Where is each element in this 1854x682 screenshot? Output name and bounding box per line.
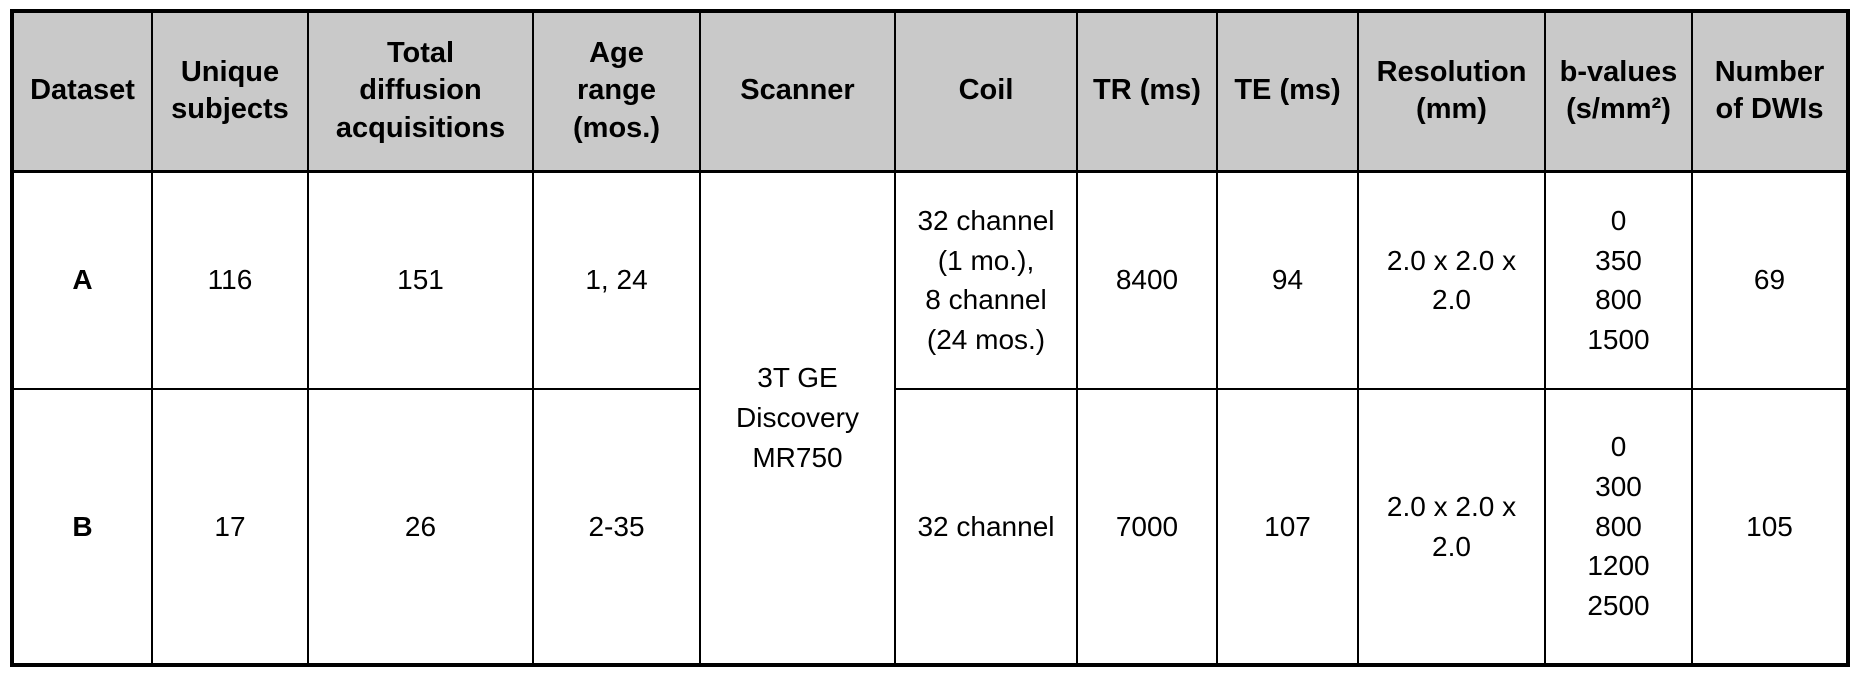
header-coil: Coil [894,10,1078,173]
cell-b-age-range: 2-35 [532,388,701,666]
dataset-parameters-table: Dataset Unique subjects Total diffusion … [10,9,1850,667]
cell-a-total-diffusion-acquisitions: 151 [307,170,534,390]
header-scanner: Scanner [699,10,896,173]
cell-b-te-ms: 107 [1216,388,1359,666]
table-row-dataset-b: B 17 26 2-35 32 channel 7000 107 2.0 x 2… [11,388,1849,666]
cell-b-tr-ms: 7000 [1076,388,1218,666]
cell-a-unique-subjects: 116 [151,170,309,390]
header-total-diffusion-acquisitions: Total diffusion acquisitions [307,10,534,173]
table-row-dataset-a: A 116 151 1, 24 3T GE Discovery MR750 32… [11,170,1849,666]
cell-a-te-ms: 94 [1216,170,1359,390]
cell-shared-scanner: 3T GE Discovery MR750 [699,170,896,666]
header-b-values: b-values (s/mm²) [1544,10,1693,173]
cell-b-resolution-mm: 2.0 x 2.0 x 2.0 [1357,388,1546,666]
cell-a-tr-ms: 8400 [1076,170,1218,390]
cell-a-b-values: 0 350 800 1500 [1544,170,1693,390]
header-dataset: Dataset [11,10,153,173]
cell-a-dataset: A [11,170,153,390]
cell-b-coil: 32 channel [894,388,1078,666]
cell-b-total-diffusion-acquisitions: 26 [307,388,534,666]
cell-b-number-of-dwis: 105 [1691,388,1849,666]
cell-b-dataset: B [11,388,153,666]
cell-a-age-range: 1, 24 [532,170,701,390]
cell-b-b-values: 0 300 800 1200 2500 [1544,388,1693,666]
cell-a-number-of-dwis: 69 [1691,170,1849,390]
header-tr-ms: TR (ms) [1076,10,1218,173]
header-resolution-mm: Resolution (mm) [1357,10,1546,173]
cell-b-unique-subjects: 17 [151,388,309,666]
header-te-ms: TE (ms) [1216,10,1359,173]
cell-a-coil: 32 channel (1 mo.), 8 channel (24 mos.) [894,170,1078,390]
header-number-of-dwis: Number of DWIs [1691,10,1849,173]
cell-a-resolution-mm: 2.0 x 2.0 x 2.0 [1357,170,1546,390]
header-row: Dataset Unique subjects Total diffusion … [11,10,1849,173]
header-unique-subjects: Unique subjects [151,10,309,173]
header-age-range: Age range (mos.) [532,10,701,173]
